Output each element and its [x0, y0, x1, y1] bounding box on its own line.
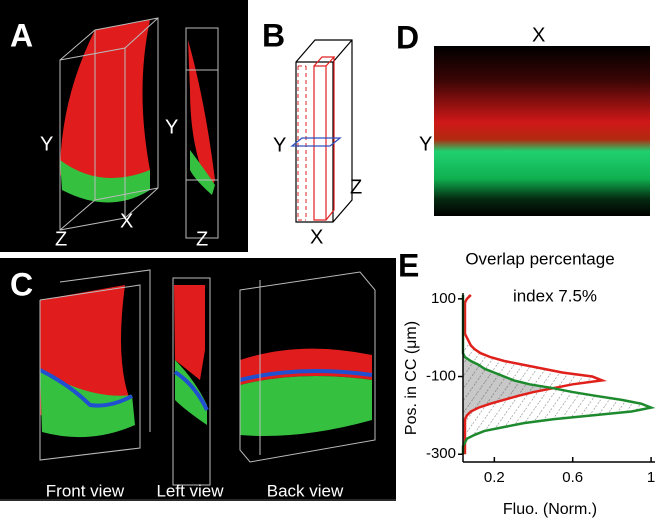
boundary-back — [239, 369, 373, 382]
box — [295, 39, 353, 223]
panel-label: C — [10, 266, 33, 302]
x-tick-label: 0.2 — [484, 469, 505, 486]
axis-label: Y — [419, 133, 432, 155]
y-tick-label: -300 — [426, 445, 456, 462]
plane — [290, 137, 342, 147]
red-side — [188, 40, 215, 190]
red-volume — [60, 20, 150, 187]
wireframe-left — [172, 277, 211, 486]
wireframe — [59, 17, 159, 231]
panel-label: A — [10, 17, 33, 53]
hatch-area — [463, 294, 603, 455]
x-axis-label: Fluo. (Norm.) — [503, 501, 597, 518]
view-label: Front view — [46, 481, 125, 500]
green-back — [240, 376, 372, 436]
red-back — [240, 348, 372, 385]
panel-a: A Y X Z Y Z — [0, 0, 248, 252]
boundary-front — [39, 368, 133, 408]
axis-label: X — [310, 226, 323, 248]
axis-label: Z — [350, 176, 362, 198]
hatch-area — [463, 294, 652, 455]
chart-title: Overlap percentage — [465, 249, 614, 268]
y-tick-label: -100 — [426, 367, 456, 384]
axis-label: Y — [40, 133, 53, 155]
image-d — [434, 46, 650, 216]
axis-label: X — [120, 210, 133, 232]
y-tick-label: 100 — [431, 290, 456, 307]
y-axis-label: Pos. in CC (μm) — [403, 321, 420, 435]
axis-label: Y — [165, 116, 178, 138]
panel-b: B Y Z X — [262, 17, 362, 248]
wireframe-side — [185, 27, 219, 239]
axis-label: Z — [55, 228, 67, 250]
axis-label: Y — [273, 134, 286, 156]
x-tick-label: 0.6 — [562, 469, 583, 486]
wireframe-back — [239, 271, 376, 463]
profile-line — [463, 294, 608, 455]
axis-label: X — [532, 24, 545, 46]
x-tick-label: 1 — [647, 469, 655, 486]
red-left — [174, 285, 205, 380]
wireframe-front — [39, 269, 151, 461]
boundary-left — [173, 370, 209, 411]
view-label: Back view — [267, 481, 344, 500]
panel-d: D X Y — [396, 19, 650, 216]
panel-c: C Front view Left view Back view — [0, 258, 396, 501]
chart-subtitle: index 7.5% — [513, 286, 597, 305]
panel-label: E — [398, 247, 419, 283]
view-label: Left view — [156, 481, 224, 500]
panel-label: D — [396, 19, 419, 55]
panel-label: B — [262, 17, 285, 53]
plot: 100 -100 -300 0.2 0.6 1 — [426, 290, 656, 486]
slab-side — [313, 56, 336, 221]
axis-label: Z — [196, 228, 208, 250]
slab-front — [297, 65, 307, 221]
green-side — [190, 150, 215, 195]
green-volume — [60, 160, 150, 203]
